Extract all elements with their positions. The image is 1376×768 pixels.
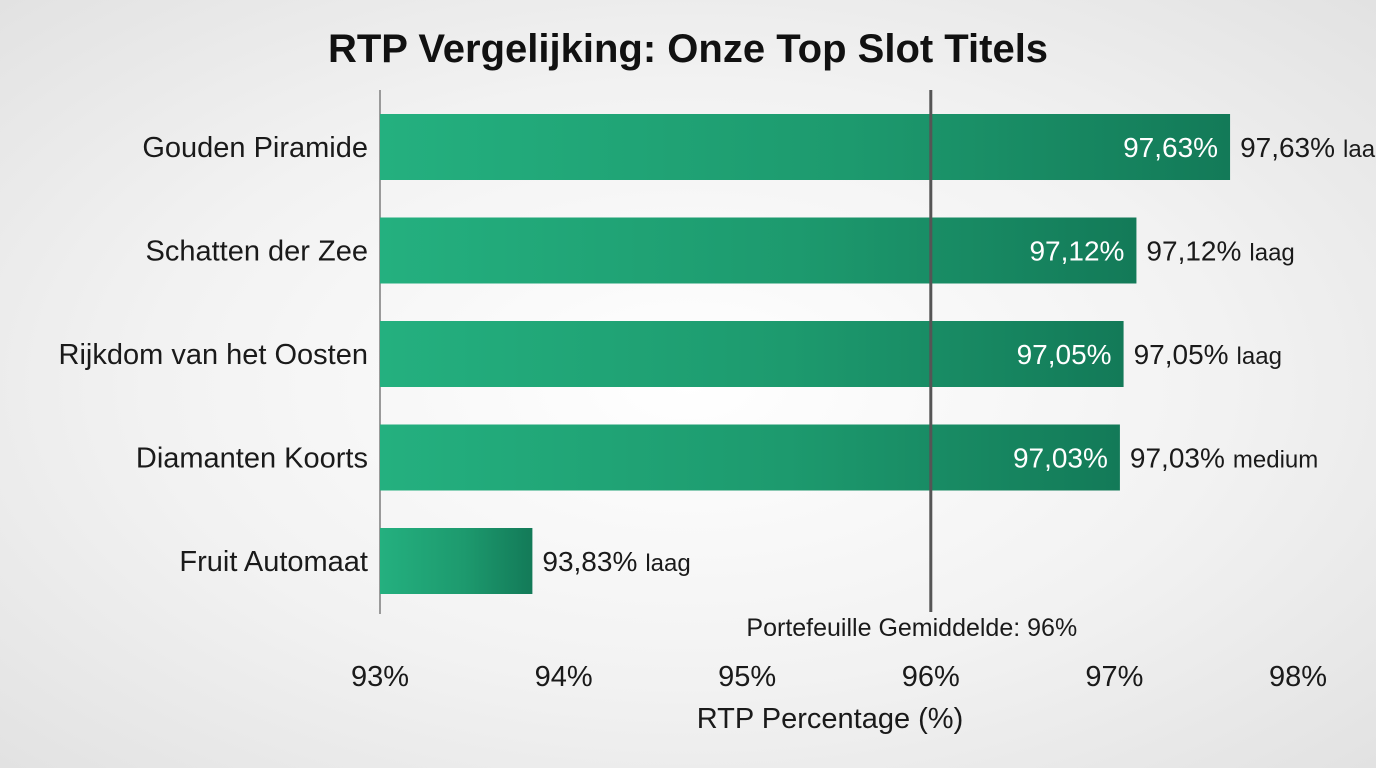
value-text: 93,83%: [542, 546, 637, 577]
bar-inside-label: 97,05%: [1017, 339, 1112, 370]
tick-label: 98%: [1269, 661, 1327, 693]
bar-value-label: 97,12% laag: [1146, 236, 1294, 267]
bar: [380, 217, 1137, 284]
bar-value-label: 97,63% laag: [1240, 132, 1376, 163]
bar: [380, 321, 1124, 387]
value-text: 97,05%: [1134, 339, 1229, 370]
volatility-tag: laag: [1249, 240, 1294, 267]
volatility-tag: medium: [1233, 447, 1318, 474]
category-label: Gouden Piramide: [142, 132, 368, 164]
bar-inside-label: 97,12%: [1029, 236, 1124, 267]
tick-label: 94%: [535, 661, 593, 693]
category-labels: Gouden Piramide Schatten der Zee Rijkdom v…: [59, 132, 368, 578]
volatility-tag: laag: [1343, 136, 1376, 163]
bars-group: [380, 114, 1231, 594]
portfolio-average-label: Portefeuille Gemiddelde: 96%: [746, 614, 1077, 642]
tick-label: 97%: [1085, 661, 1143, 693]
bar: [380, 114, 1231, 180]
inside-bar-labels: 97,63% 97,12% 97,05% 97,03%: [1013, 132, 1218, 474]
tick-label: 95%: [718, 661, 776, 693]
bar: [380, 424, 1120, 491]
bar-value-label: 97,03% medium: [1130, 443, 1318, 474]
category-label: Diamanten Koorts: [136, 443, 368, 475]
x-axis-label: RTP Percentage (%): [697, 703, 964, 735]
bar-inside-label: 97,03%: [1013, 443, 1108, 474]
x-axis-ticks: 93% 94% 95% 96% 97% 98%: [351, 661, 1327, 693]
value-text: 97,12%: [1146, 236, 1241, 267]
volatility-tag: laag: [1237, 343, 1282, 370]
bar-inside-label: 97,63%: [1123, 132, 1218, 163]
bar-value-label: 93,83% laag: [542, 546, 690, 577]
category-label: Fruit Automaat: [179, 546, 368, 578]
chart-title: RTP Vergelijking: Onze Top Slot Titels: [328, 27, 1048, 71]
outside-bar-labels: 97,63% laag 97,12% laag 97,05% laag 97,03% medi…: [542, 132, 1376, 577]
bar: [380, 528, 533, 594]
bar-value-label: 97,05% laag: [1134, 339, 1282, 370]
value-text: 97,63%: [1240, 132, 1335, 163]
volatility-tag: laag: [645, 550, 690, 577]
tick-label: 96%: [902, 661, 960, 693]
category-label: Schatten der Zee: [146, 236, 368, 268]
category-label: Rijkdom van het Oosten: [59, 339, 368, 371]
value-text: 97,03%: [1130, 443, 1225, 474]
tick-label: 93%: [351, 661, 409, 693]
